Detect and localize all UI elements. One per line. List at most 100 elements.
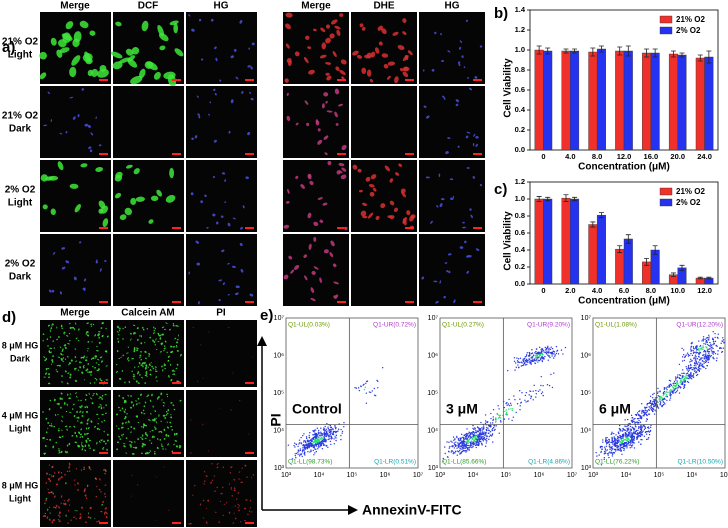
cell xyxy=(149,450,152,452)
cell xyxy=(466,167,470,169)
y-tick-label: 0.6 xyxy=(515,85,525,94)
event-dot xyxy=(599,445,602,448)
cell xyxy=(384,165,391,172)
cell xyxy=(317,139,323,145)
event-dot xyxy=(483,427,485,429)
event-dot xyxy=(705,337,708,339)
event-dot xyxy=(620,436,623,438)
event-dot xyxy=(536,352,538,354)
event-dot xyxy=(670,384,673,387)
event-dot xyxy=(500,421,502,423)
cell xyxy=(224,201,227,204)
event-dot xyxy=(525,354,528,356)
legend-swatch xyxy=(659,187,673,196)
event-dot xyxy=(329,424,332,427)
cell xyxy=(248,433,250,435)
event-dot xyxy=(687,374,690,376)
cell xyxy=(68,442,71,446)
event-dot xyxy=(537,357,540,359)
cell xyxy=(173,373,176,376)
event-dot xyxy=(515,366,518,369)
cell xyxy=(43,356,46,358)
legend-swatch xyxy=(659,198,673,207)
cell xyxy=(60,476,63,479)
cell xyxy=(151,365,154,368)
cell xyxy=(214,511,217,513)
cell xyxy=(43,124,48,127)
event-dot xyxy=(686,374,688,377)
event-dot xyxy=(712,331,714,333)
cell xyxy=(137,365,140,368)
event-dot xyxy=(691,366,693,369)
event-dot xyxy=(560,349,563,351)
cell xyxy=(51,423,53,425)
event-dot xyxy=(466,444,469,447)
event-dot xyxy=(635,429,638,432)
event-dot xyxy=(548,350,550,352)
cell xyxy=(59,436,62,439)
plot-title: Control xyxy=(292,401,342,417)
cell xyxy=(287,189,290,194)
event-dot xyxy=(522,358,525,360)
cell xyxy=(430,220,433,224)
cell xyxy=(162,414,166,417)
event-dot xyxy=(670,388,672,391)
cell xyxy=(82,366,85,369)
event-dot xyxy=(685,354,687,356)
cell xyxy=(45,431,48,434)
event-dot xyxy=(340,438,342,441)
micrograph xyxy=(186,234,257,306)
event-dot xyxy=(627,432,630,434)
cell xyxy=(144,424,148,427)
cell xyxy=(67,522,69,524)
micrograph xyxy=(419,12,485,84)
event-dot xyxy=(506,369,509,372)
event-dot xyxy=(701,360,704,362)
event-dot xyxy=(334,425,336,427)
cell xyxy=(118,333,120,336)
event-dot xyxy=(553,355,556,357)
event-dot xyxy=(697,366,700,368)
event-dot xyxy=(719,346,721,349)
cell xyxy=(44,512,47,515)
event-dot xyxy=(530,363,532,365)
cell xyxy=(47,508,49,511)
event-dot xyxy=(553,372,555,374)
cell xyxy=(53,347,55,349)
event-dot xyxy=(546,384,549,386)
y-tick-label: 10⁷ xyxy=(274,315,285,322)
bar xyxy=(561,197,571,285)
event-dot xyxy=(324,425,326,428)
cell xyxy=(133,427,136,430)
event-dot xyxy=(333,443,336,445)
micrograph xyxy=(351,234,417,306)
cell xyxy=(326,75,332,81)
cell xyxy=(98,488,101,491)
cell xyxy=(443,295,446,299)
cell xyxy=(82,356,85,359)
cell xyxy=(98,368,100,371)
cell xyxy=(294,51,300,57)
cell xyxy=(118,57,131,64)
event-dot xyxy=(330,426,333,429)
event-dot xyxy=(709,341,711,344)
cell xyxy=(156,397,159,400)
cell xyxy=(170,413,172,416)
cell xyxy=(453,299,456,304)
event-dot xyxy=(687,364,690,367)
event-dot xyxy=(523,358,526,360)
event-dot xyxy=(516,360,519,362)
x-tick-label: 24.0 xyxy=(697,152,712,161)
event-dot xyxy=(320,431,322,433)
cell xyxy=(58,520,61,522)
cell xyxy=(423,105,427,108)
axis-title: Concentration (μM) xyxy=(578,162,670,173)
cell xyxy=(133,378,135,380)
cell xyxy=(144,341,146,344)
scale-bar xyxy=(172,522,181,524)
cell xyxy=(91,402,94,404)
event-dot xyxy=(466,448,469,450)
cell xyxy=(98,418,100,420)
cell xyxy=(402,18,407,24)
cell xyxy=(74,322,77,325)
